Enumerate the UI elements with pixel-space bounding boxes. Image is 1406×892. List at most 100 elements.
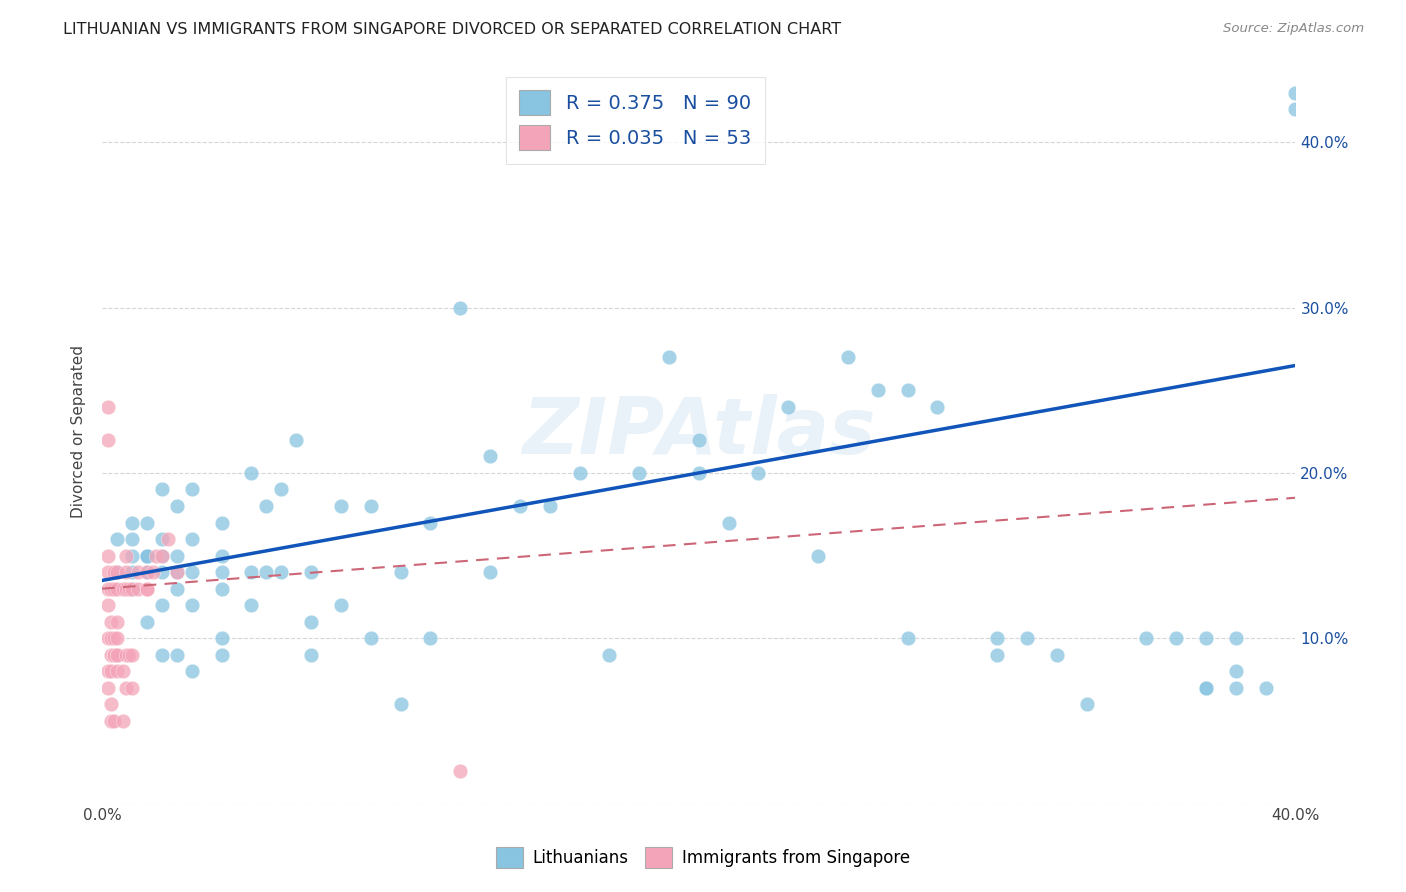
Point	[136, 582, 159, 596]
Point	[115, 565, 138, 579]
Point	[115, 648, 138, 662]
Point	[299, 565, 322, 579]
Point	[97, 665, 120, 679]
Point	[150, 532, 173, 546]
Point	[240, 598, 263, 612]
Point	[100, 615, 122, 629]
Point	[211, 516, 233, 530]
Point	[118, 648, 141, 662]
Point	[1254, 681, 1277, 695]
Point	[360, 632, 382, 646]
Point	[1135, 632, 1157, 646]
Point	[986, 648, 1008, 662]
Point	[1076, 698, 1098, 712]
Point	[97, 549, 120, 563]
Point	[142, 565, 165, 579]
Point	[166, 582, 188, 596]
Point	[1225, 632, 1247, 646]
Point	[121, 565, 143, 579]
Legend: Lithuanians, Immigrants from Singapore: Lithuanians, Immigrants from Singapore	[489, 840, 917, 875]
Point	[449, 301, 471, 315]
Point	[121, 648, 143, 662]
Point	[127, 582, 149, 596]
Point	[449, 764, 471, 778]
Point	[105, 648, 128, 662]
Point	[419, 632, 441, 646]
Point	[115, 582, 138, 596]
Point	[136, 516, 159, 530]
Point	[166, 549, 188, 563]
Point	[115, 681, 138, 695]
Point	[121, 582, 143, 596]
Point	[97, 565, 120, 579]
Point	[180, 565, 202, 579]
Point	[180, 665, 202, 679]
Point	[1195, 681, 1218, 695]
Point	[807, 549, 830, 563]
Point	[103, 582, 125, 596]
Point	[166, 499, 188, 513]
Point	[121, 549, 143, 563]
Point	[389, 565, 412, 579]
Point	[419, 516, 441, 530]
Point	[897, 384, 920, 398]
Point	[389, 698, 412, 712]
Point	[100, 648, 122, 662]
Point	[166, 565, 188, 579]
Point	[1046, 648, 1069, 662]
Point	[180, 598, 202, 612]
Point	[103, 632, 125, 646]
Point	[1195, 632, 1218, 646]
Point	[688, 466, 710, 480]
Point	[100, 714, 122, 728]
Point	[136, 549, 159, 563]
Point	[254, 565, 277, 579]
Point	[270, 483, 292, 497]
Point	[150, 549, 173, 563]
Point	[121, 582, 143, 596]
Point	[986, 632, 1008, 646]
Point	[97, 582, 120, 596]
Point	[166, 565, 188, 579]
Point	[568, 466, 591, 480]
Point	[778, 400, 800, 414]
Point	[136, 565, 159, 579]
Point	[270, 565, 292, 579]
Point	[112, 714, 135, 728]
Point	[211, 648, 233, 662]
Point	[150, 598, 173, 612]
Point	[118, 582, 141, 596]
Point	[136, 549, 159, 563]
Point	[97, 598, 120, 612]
Point	[1015, 632, 1038, 646]
Point	[103, 648, 125, 662]
Point	[112, 582, 135, 596]
Point	[136, 565, 159, 579]
Point	[136, 549, 159, 563]
Point	[150, 565, 173, 579]
Point	[156, 532, 179, 546]
Point	[240, 565, 263, 579]
Point	[97, 632, 120, 646]
Point	[329, 499, 352, 513]
Y-axis label: Divorced or Separated: Divorced or Separated	[72, 345, 86, 518]
Point	[97, 400, 120, 414]
Point	[100, 632, 122, 646]
Point	[121, 681, 143, 695]
Point	[479, 450, 502, 464]
Point	[115, 549, 138, 563]
Point	[598, 648, 620, 662]
Point	[299, 648, 322, 662]
Point	[927, 400, 949, 414]
Point	[1284, 102, 1306, 116]
Text: LITHUANIAN VS IMMIGRANTS FROM SINGAPORE DIVORCED OR SEPARATED CORRELATION CHART: LITHUANIAN VS IMMIGRANTS FROM SINGAPORE …	[63, 22, 841, 37]
Point	[103, 714, 125, 728]
Point	[1225, 665, 1247, 679]
Point	[254, 499, 277, 513]
Point	[103, 648, 125, 662]
Point	[100, 582, 122, 596]
Point	[240, 466, 263, 480]
Point	[105, 615, 128, 629]
Point	[150, 648, 173, 662]
Point	[97, 433, 120, 447]
